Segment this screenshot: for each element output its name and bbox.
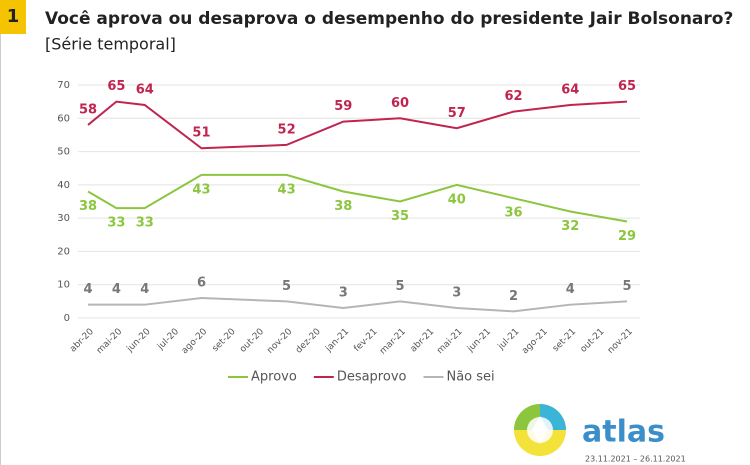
data-label: 57 bbox=[448, 106, 466, 121]
y-tick-label: 40 bbox=[57, 180, 70, 191]
y-tick-label: 70 bbox=[57, 80, 70, 91]
data-label: 59 bbox=[334, 99, 352, 114]
data-label: 35 bbox=[391, 209, 409, 224]
series-line bbox=[87, 100, 628, 150]
data-label: 36 bbox=[504, 206, 522, 221]
data-label: 40 bbox=[448, 192, 466, 207]
data-label: 6 bbox=[197, 276, 206, 291]
data-label: 62 bbox=[504, 89, 522, 104]
data-label: 52 bbox=[278, 122, 296, 137]
data-label: 64 bbox=[136, 82, 154, 97]
survey-date: 23.11.2021 – 26.11.2021 bbox=[585, 455, 686, 464]
data-label: 51 bbox=[192, 126, 210, 141]
data-label: 3 bbox=[339, 286, 348, 301]
data-label: 33 bbox=[136, 216, 154, 231]
legend-label: Aprovo bbox=[251, 370, 297, 385]
data-label: 5 bbox=[282, 279, 291, 294]
data-label: 2 bbox=[509, 289, 518, 304]
data-label: 4 bbox=[140, 282, 149, 297]
chart-title: Você aprova ou desaprova o desempenho do… bbox=[45, 9, 733, 29]
data-label: 4 bbox=[83, 282, 92, 297]
badge-number: 1 bbox=[7, 6, 20, 27]
data-label: 29 bbox=[618, 229, 636, 244]
data-label: 65 bbox=[107, 79, 125, 94]
logo-center bbox=[527, 417, 553, 443]
data-label: 4 bbox=[112, 282, 121, 297]
legend-label: Não sei bbox=[446, 370, 494, 385]
logo-text: atlas bbox=[582, 415, 665, 450]
data-label: 3 bbox=[452, 286, 461, 301]
y-tick-label: 30 bbox=[57, 213, 70, 224]
data-label: 5 bbox=[622, 279, 631, 294]
data-label: 32 bbox=[561, 219, 579, 234]
data-label: 43 bbox=[192, 182, 210, 197]
series-line bbox=[87, 173, 628, 223]
badge bbox=[0, 0, 26, 34]
legend-label: Desaprovo bbox=[337, 370, 407, 385]
y-tick-label: 60 bbox=[57, 113, 70, 124]
y-tick-label: 20 bbox=[57, 246, 70, 257]
data-label: 38 bbox=[79, 199, 97, 214]
y-tick-label: 50 bbox=[57, 147, 70, 158]
logo: atlas 23.11.2021 – 26.11.2021 bbox=[514, 404, 686, 464]
data-label: 4 bbox=[566, 282, 575, 297]
y-tick-label: 10 bbox=[57, 280, 70, 291]
data-label: 60 bbox=[391, 96, 409, 111]
data-label: 65 bbox=[618, 79, 636, 94]
data-label: 43 bbox=[278, 182, 296, 197]
y-tick-label: 0 bbox=[64, 313, 70, 324]
data-label: 38 bbox=[334, 199, 352, 214]
chart-subtitle: [Série temporal] bbox=[45, 35, 176, 54]
data-label: 5 bbox=[396, 279, 405, 294]
data-label: 33 bbox=[107, 216, 125, 231]
data-label: 58 bbox=[79, 102, 97, 117]
series-line bbox=[88, 297, 628, 313]
data-label: 64 bbox=[561, 82, 579, 97]
